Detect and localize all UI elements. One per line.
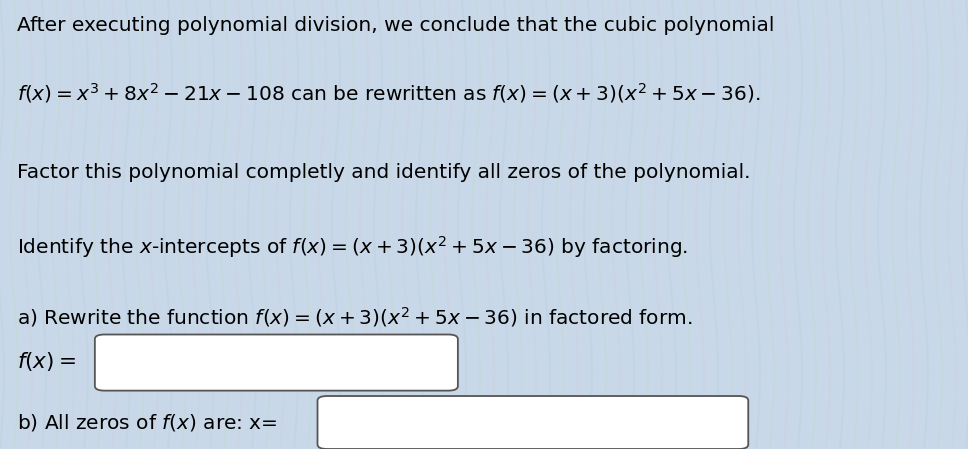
FancyBboxPatch shape xyxy=(318,396,748,449)
Text: b) All zeros of $f(x)$ are: x=: b) All zeros of $f(x)$ are: x= xyxy=(17,413,278,433)
Text: a) Rewrite the function $f(x) = (x+3)(x^2+5x-36)$ in factored form.: a) Rewrite the function $f(x) = (x+3)(x^… xyxy=(17,305,693,329)
Text: Factor this polynomial completly and identify all zeros of the polynomial.: Factor this polynomial completly and ide… xyxy=(17,163,751,181)
Text: $f(x) = x^3 + 8x^2 - 21x - 108$ can be rewritten as $f(x) = (x+3)(x^2+5x-36).$: $f(x) = x^3 + 8x^2 - 21x - 108$ can be r… xyxy=(17,81,761,105)
Text: After executing polynomial division, we conclude that the cubic polynomial: After executing polynomial division, we … xyxy=(17,16,774,35)
Text: $f(x) =$: $f(x) =$ xyxy=(17,350,76,373)
FancyBboxPatch shape xyxy=(95,335,458,391)
Text: Identify the $x$-intercepts of $f(x) = (x+3)(x^2+5x-36)$ by factoring.: Identify the $x$-intercepts of $f(x) = (… xyxy=(17,234,688,260)
